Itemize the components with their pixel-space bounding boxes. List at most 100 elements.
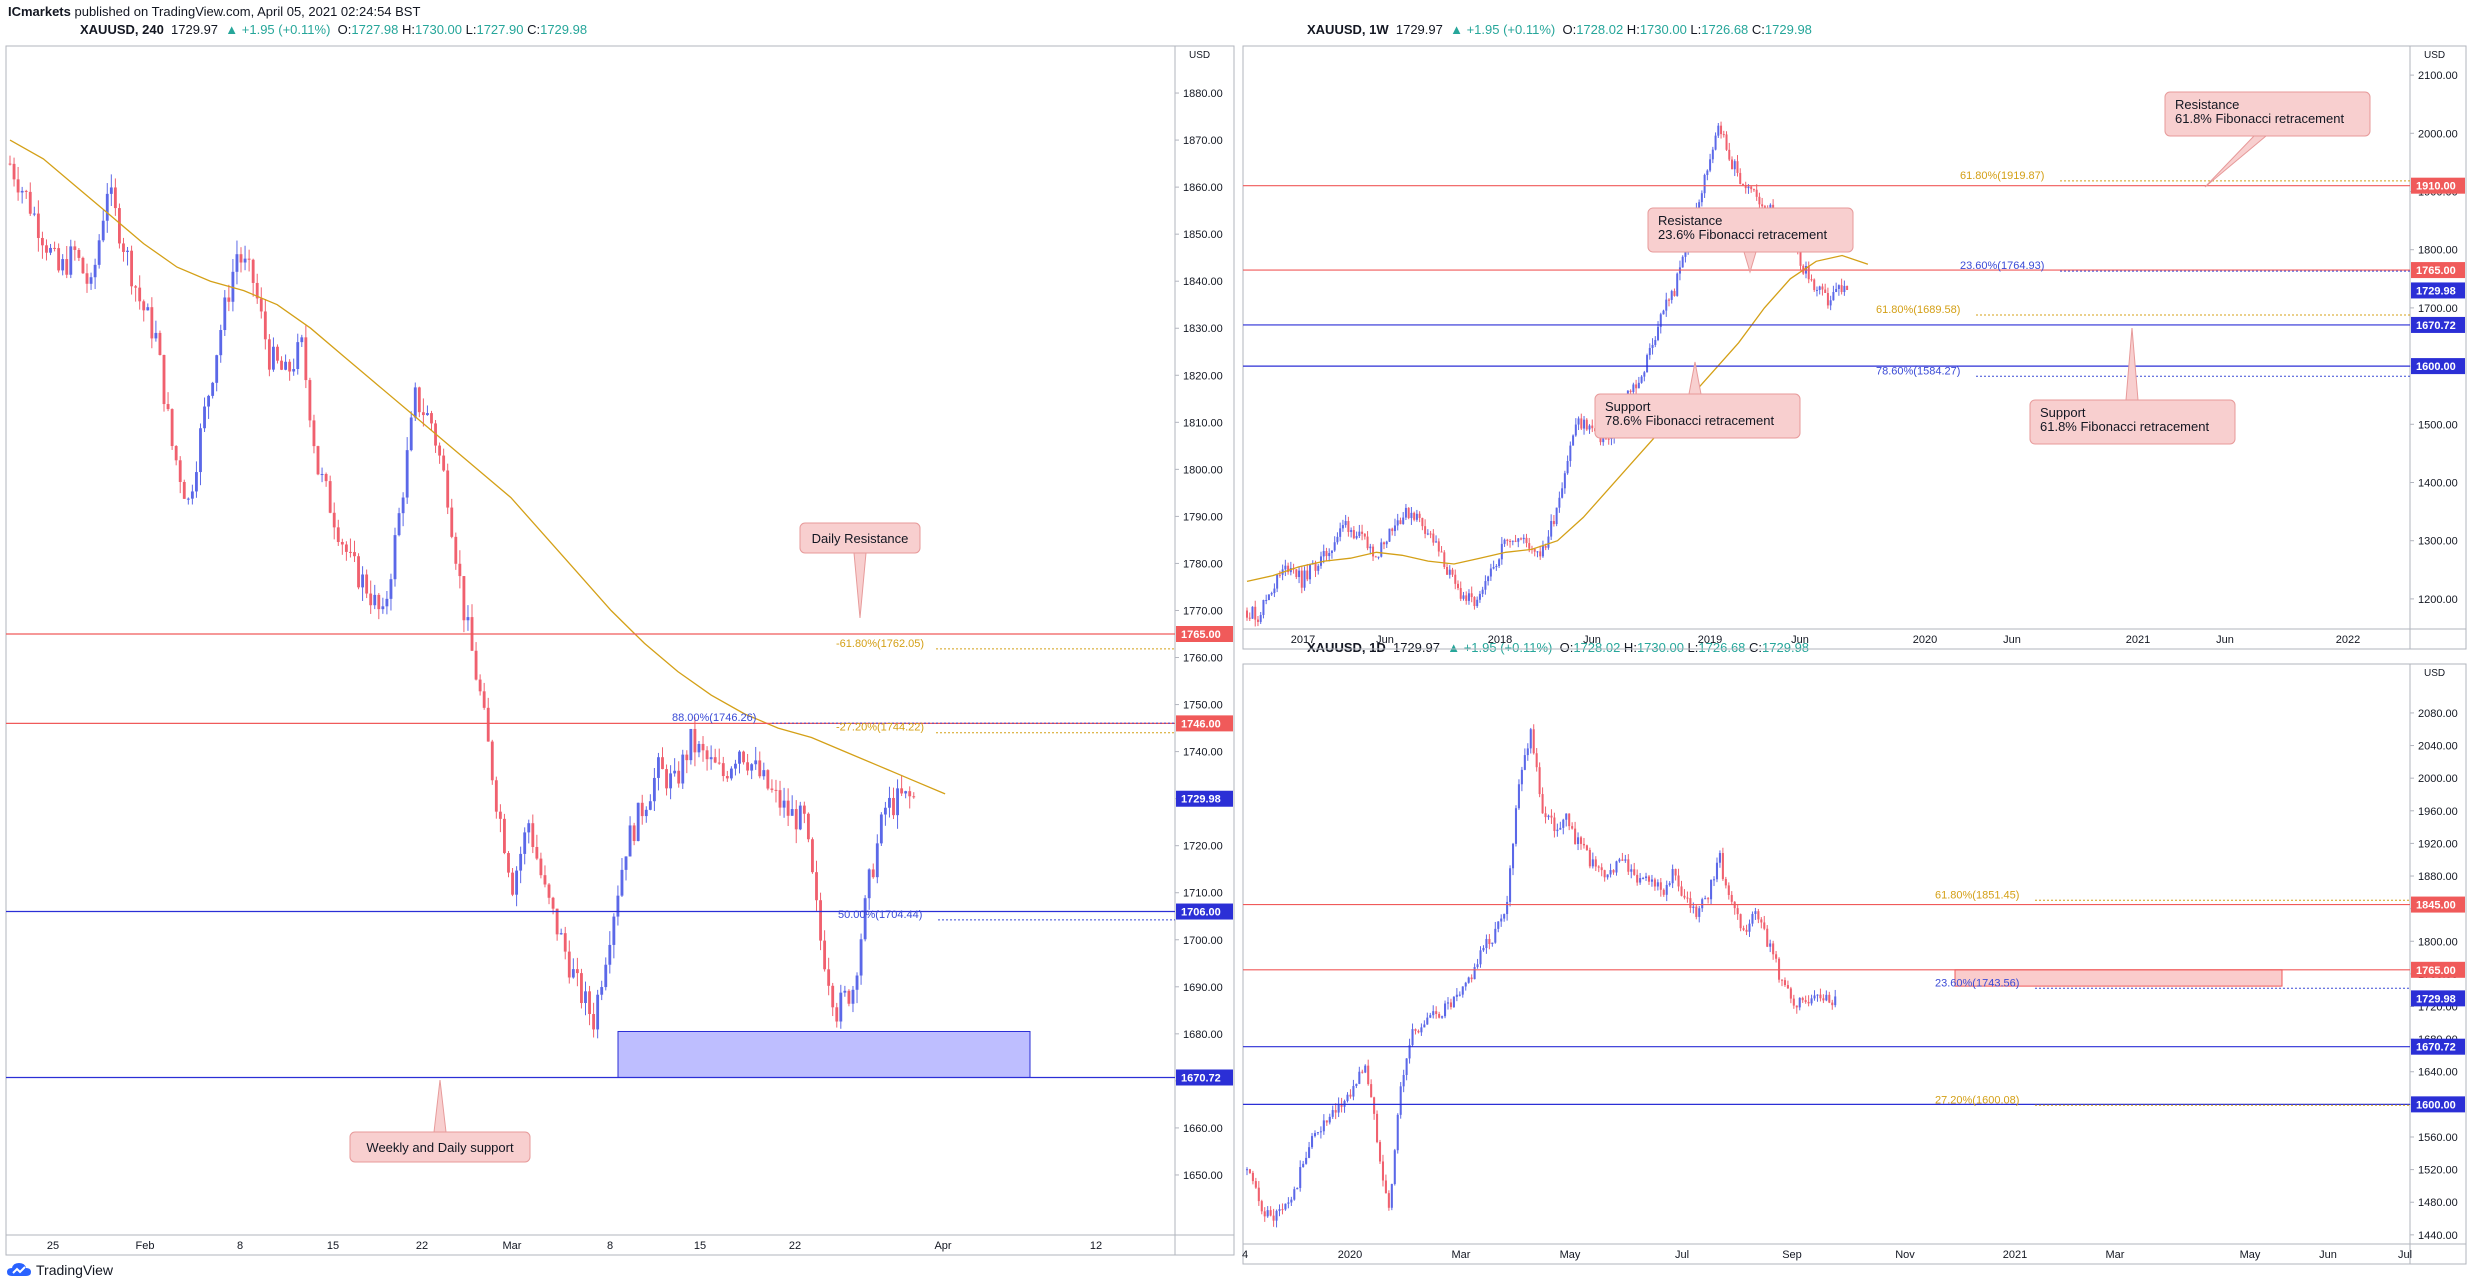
w1-candle	[1555, 507, 1558, 525]
h4-candle	[644, 809, 648, 817]
d1-candle	[1633, 869, 1636, 875]
w1-candle	[1303, 570, 1306, 588]
d1-candle	[1381, 1161, 1385, 1181]
d1-fib-label: 61.80%(1851.45)	[1935, 889, 2019, 901]
d1-candle	[1272, 1215, 1275, 1221]
d1-candle	[1263, 1211, 1266, 1217]
w1-callout-text: 23.6% Fibonacci retracement	[1658, 227, 1827, 242]
h4-candle	[875, 843, 879, 878]
h4-x-tick-label: 15	[327, 1240, 339, 1252]
d1-candle	[1378, 1142, 1382, 1162]
d1-candle	[1331, 1110, 1334, 1117]
w1-candle	[1385, 541, 1388, 545]
h4-candle	[53, 247, 56, 249]
h4-candle	[843, 990, 847, 993]
h4-x-tick-label: 22	[416, 1240, 428, 1252]
w1-candle	[1358, 531, 1361, 536]
w1-symbol[interactable]: XAUUSD, 1W	[1307, 22, 1389, 37]
w1-callout-box	[1594, 393, 1801, 439]
w1-open: 1728.02	[1576, 22, 1624, 37]
h4-candle	[474, 650, 478, 680]
d1-candle	[1328, 1116, 1331, 1123]
d1-candle	[1337, 1103, 1340, 1113]
h4-candle	[272, 346, 275, 370]
d1-change: ▲ +1.95 (+0.11%)	[1447, 640, 1553, 655]
h4-level-label: 1765.00	[1181, 629, 1221, 641]
d1-candle	[1807, 1001, 1810, 1004]
tradingview-logo[interactable]: TradingView	[6, 1262, 113, 1278]
d1-candle	[1751, 913, 1754, 924]
d1-candle	[1798, 997, 1801, 1008]
h4-candle	[438, 445, 442, 456]
w1-callout-box	[2029, 399, 2236, 445]
d1-candle	[1792, 998, 1795, 1006]
h4-candle	[794, 809, 798, 830]
h4-y-tick-label: 1840.00	[1183, 276, 1223, 288]
w1-callout-text: Resistance	[2175, 97, 2239, 112]
d1-y-tick-label: 1480.00	[2418, 1197, 2458, 1209]
d1-candle	[1420, 1027, 1423, 1033]
d1-candle	[1721, 853, 1724, 880]
d1-candle	[1816, 994, 1819, 996]
d1-y-tick-label: 1440.00	[2418, 1230, 2458, 1242]
w1-candle	[1539, 551, 1542, 557]
h4-candle	[592, 1014, 596, 1030]
w1-candle	[1251, 606, 1254, 619]
d1-candle	[1825, 994, 1828, 1001]
h4-candle	[774, 789, 778, 791]
d1-candle	[1742, 928, 1745, 930]
w1-candle	[1448, 569, 1451, 575]
d1-candle	[1650, 879, 1653, 882]
h4-symbol[interactable]: XAUUSD, 240	[80, 22, 164, 37]
d1-candle	[1334, 1110, 1337, 1113]
h4-y-tick-label: 1810.00	[1183, 417, 1223, 429]
w1-candle	[1525, 537, 1528, 544]
d1-candle	[1783, 980, 1786, 986]
w1-callout-text: Support	[1605, 399, 1651, 414]
h4-candle	[746, 762, 750, 771]
w1-candle	[1544, 546, 1547, 548]
h4-candle	[827, 969, 831, 986]
d1-candle	[1245, 1169, 1249, 1171]
h4-candle	[567, 951, 571, 978]
d1-y-tick-label: 1640.00	[2418, 1067, 2458, 1079]
w1-callout-text: 61.8% Fibonacci retracement	[2040, 419, 2209, 434]
h4-candle	[823, 940, 827, 970]
h4-candle	[896, 788, 899, 816]
w1-fib-label: 61.80%(1689.58)	[1876, 304, 1960, 316]
h4-candle	[721, 763, 725, 777]
d1-x-tick-label: Jul	[2398, 1249, 2412, 1261]
d1-candle	[1520, 769, 1523, 785]
h4-candle	[142, 301, 146, 311]
h4-candle	[357, 556, 360, 588]
d1-candle	[1662, 889, 1665, 895]
d1-candle	[1789, 988, 1792, 999]
h4-frame	[5, 45, 1235, 1256]
d1-candle	[1535, 753, 1538, 768]
w1-candle	[1309, 564, 1312, 580]
w1-x-tick-label: 2017	[1291, 634, 1315, 646]
w1-callout-text: 78.6% Fibonacci retracement	[1605, 413, 1774, 428]
h4-candle	[154, 332, 158, 339]
h4-candle	[450, 507, 454, 537]
d1-candle	[1352, 1086, 1355, 1097]
w1-level-badge	[2411, 177, 2465, 194]
publisher-name[interactable]: ICmarkets	[8, 4, 71, 19]
d1-candle	[1831, 1002, 1834, 1006]
d1-y-tick-label: 1560.00	[2418, 1132, 2458, 1144]
w1-candle	[1541, 546, 1544, 557]
w1-price-badge	[2411, 282, 2465, 299]
h4-candle	[413, 387, 417, 418]
w1-candle	[1563, 473, 1566, 489]
w1-candle	[1843, 285, 1846, 293]
w1-candle	[1528, 543, 1531, 549]
w1-candle	[1410, 512, 1413, 519]
h4-candle	[361, 574, 365, 588]
w1-change: ▲ +1.95 (+0.11%)	[1450, 22, 1556, 37]
h4-candle	[85, 273, 89, 284]
d1-symbol[interactable]: XAUUSD, 1D	[1307, 640, 1386, 655]
w1-candle	[1574, 424, 1577, 436]
h4-candle	[806, 813, 810, 840]
d1-candle	[1574, 828, 1577, 845]
